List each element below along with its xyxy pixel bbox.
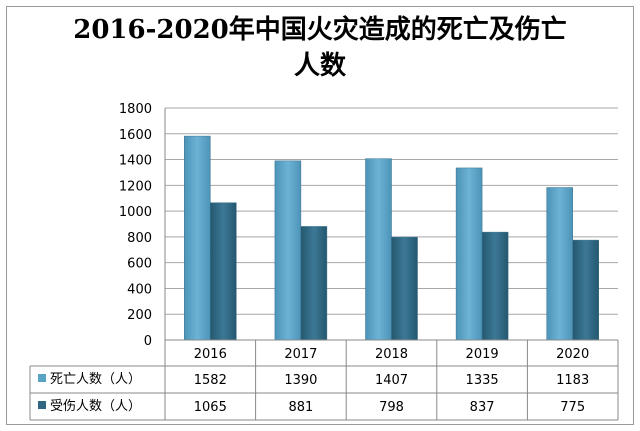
bar-2016-s1 [210,202,237,341]
bar-2017-s1 [300,226,328,341]
bar-2020-s1 [572,239,599,341]
y-tick-label: 400 [127,282,152,297]
legend-label: 死亡人数（人） [50,372,141,387]
bars [184,135,599,341]
y-tick-label: 1800 [119,102,152,117]
bar-2018-s1 [391,236,418,341]
chart-title: 2016-2020年中国火灾造成的死亡及伤亡 人数 [0,12,640,84]
chart-title-line-2: 人数 [293,51,346,81]
bar-2019-s0 [455,167,483,341]
x-tick-label: 2019 [466,347,499,362]
y-tick-label: 800 [127,231,152,246]
x-tick-label: 2017 [284,347,317,362]
y-tick-label: 600 [127,257,152,272]
bar-2018-s0 [365,158,392,341]
data-label: 1065 [194,400,227,415]
data-label: 837 [470,400,495,415]
x-tick-label: 2018 [375,347,408,362]
data-label: 1390 [284,373,317,388]
y-tick-label: 200 [127,308,152,323]
x-tick-label: 2020 [556,347,589,362]
y-tick-label: 1600 [119,128,152,143]
y-tick-label: 1400 [119,154,152,169]
chart-frame [6,6,634,425]
legend-label: 受伤人数（人） [50,399,141,414]
data-label: 798 [379,400,404,415]
chart-title-line-1: 2016-2020年中国火灾造成的死亡及伤亡 [73,15,567,45]
bar-2017-s0 [274,160,302,341]
x-tick-label: 2016 [194,347,227,362]
legend-swatch [38,401,46,409]
y-axis: 0 200 400 600 800 1000 1200 1400 1600 1800 [119,102,166,349]
bar-2020-s0 [546,187,573,341]
bar-2016-s0 [184,135,211,341]
data-label: 1335 [466,373,499,388]
legend-swatch [38,374,46,382]
data-label: 1183 [556,373,589,388]
data-label: 1582 [194,373,227,388]
bar-2019-s1 [481,231,509,341]
data-label: 775 [560,400,585,415]
y-tick-label: 1000 [119,205,152,220]
y-tick-label: 1200 [119,179,152,194]
data-table: 2016 2017 2018 2019 2020 死亡人数（人） 1582 1390 1407 1… [29,339,619,421]
data-label: 1407 [375,373,408,388]
y-tick-label: 0 [144,334,152,349]
data-label: 881 [288,400,313,415]
